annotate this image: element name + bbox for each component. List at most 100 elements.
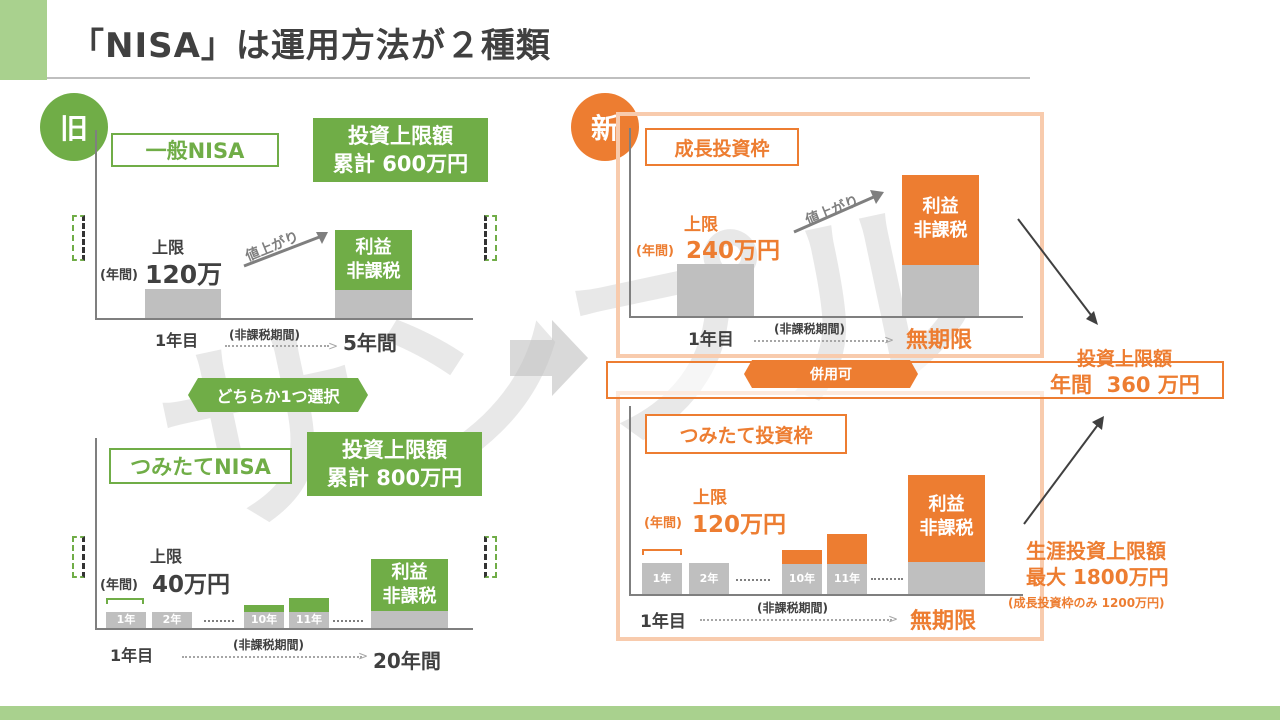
tsumitate-limit-box: 投資上限額 累計 800万円 — [307, 432, 482, 496]
tsumitate-limit-line2: 累計 800万円 — [326, 466, 463, 490]
tsumitate-new-profit-label2: 非課税 — [919, 518, 974, 539]
lifetime-limit-note: (成長投資枠のみ 1200万円) — [1008, 596, 1165, 610]
general-rise-arrow — [243, 232, 328, 268]
tsumitate-block-3: 10年 — [244, 612, 284, 628]
growth-period-arrow — [754, 340, 888, 342]
growth-cap-amount: 240万円 — [686, 238, 781, 264]
tsumitate-cap-label: 上限 — [150, 547, 183, 566]
tsumitate-new-block-3: 10年 — [782, 564, 822, 594]
growth-rise-arrow — [793, 190, 884, 234]
growth-x-axis — [629, 316, 1023, 318]
general-period-end: 5年間 — [343, 331, 397, 355]
general-limit-line1: 投資上限額 — [348, 124, 453, 148]
tsumitate-profit-label1: 利益 — [391, 562, 428, 583]
general-profit-bar: 利益 非課税 — [335, 230, 412, 290]
title-accent-bar — [0, 0, 47, 80]
page-title: 「NISA」は運用方法が２種類 — [70, 26, 551, 66]
growth-period-arrowhead: > — [884, 333, 895, 347]
tsumitate-block-4-gain — [289, 598, 329, 612]
general-cap-label: 上限 — [152, 238, 185, 257]
old-badge: 旧 — [40, 93, 108, 161]
growth-to-limit-arrow — [1017, 218, 1098, 325]
general-profit-label1: 利益 — [355, 237, 392, 258]
tsumitate-new-year-start: 1年目 — [640, 612, 686, 632]
choice-label: どちらか1つ選択 — [216, 387, 340, 406]
general-bracket-left — [72, 215, 85, 261]
growth-year-start: 1年目 — [688, 330, 734, 350]
tsumitate-x-axis — [95, 628, 473, 630]
tsumitate-new-profit-bar: 利益 非課税 — [908, 475, 985, 562]
general-nisa-label: 一般NISA — [111, 133, 279, 167]
general-period-arrowhead: > — [328, 339, 339, 353]
general-first-year-bar — [145, 289, 221, 318]
tsumitate-dots-2 — [333, 620, 363, 622]
growth-cap-label: 上限 — [684, 215, 718, 235]
tsumitate-nisa-label: つみたてNISA — [109, 448, 292, 484]
growth-profit-label2: 非課税 — [913, 220, 968, 241]
growth-total-bar — [902, 265, 979, 316]
tsumitate-period-label: (非課税期間) — [233, 638, 304, 652]
combined-label: 併用可 — [810, 367, 852, 383]
tsumitate-new-cap-prefix: (年間) — [644, 516, 682, 531]
tsumitate-new-dots-1 — [736, 579, 770, 581]
tsumitate-bracket-left — [72, 536, 85, 578]
growth-frame — [616, 112, 1044, 358]
growth-period-end: 無期限 — [906, 328, 973, 353]
tsumitate-new-block-3-gain — [782, 550, 822, 564]
tsumitate-new-period-arrowhead: > — [888, 612, 899, 626]
general-cap-prefix: (年間) — [100, 268, 138, 283]
annual-limit-line2: 年間 360 万円 — [1050, 373, 1200, 397]
tsumitate-new-cap-label: 上限 — [693, 488, 727, 508]
general-year-start: 1年目 — [155, 331, 199, 350]
tsumitate-new-block-2: 2年 — [689, 563, 729, 594]
tsumitate-new-total-bar — [908, 562, 985, 594]
annual-limit-line1: 投資上限額 — [1077, 348, 1173, 370]
lifetime-to-limit-arrow — [1023, 416, 1104, 525]
tsumitate-period-arrow — [182, 656, 362, 658]
general-profit-label2: 非課税 — [346, 261, 401, 282]
tsumitate-new-block-4: 11年 — [827, 564, 867, 594]
general-bracket-right — [484, 215, 497, 261]
growth-first-year-bar — [677, 264, 754, 316]
tsumitate-year-start: 1年目 — [110, 646, 154, 665]
tsumitate-y-axis — [95, 438, 97, 630]
general-limit-box: 投資上限額 累計 600万円 — [313, 118, 488, 182]
tsumitate-period-arrowhead: > — [358, 649, 369, 663]
tsumitate-new-x-axis — [629, 594, 1023, 596]
tsumitate-cap-amount: 40万円 — [152, 572, 231, 598]
tsumitate-new-cap-amount: 120万円 — [692, 512, 787, 538]
tsumitate-year-brace — [106, 598, 144, 604]
general-period-arrow — [225, 345, 329, 347]
tsumitate-block-4: 11年 — [289, 612, 329, 628]
tsumitate-cap-prefix: (年間) — [100, 578, 138, 593]
growth-y-axis — [629, 128, 631, 318]
choice-pill-shape — [188, 378, 368, 412]
tsumitate-profit-label2: 非課税 — [382, 586, 437, 607]
tsumitate-profit-bar: 利益 非課税 — [371, 559, 448, 611]
tsumitate-block-3-gain — [244, 605, 284, 612]
general-limit-line2: 累計 600万円 — [332, 152, 469, 176]
tsumitate-block-2: 2年 — [152, 612, 192, 628]
new-badge: 新 — [571, 93, 639, 161]
growth-period-label: (非課税期間) — [774, 322, 845, 336]
footer-band — [0, 706, 1280, 720]
tsumitate-new-period-label: (非課税期間) — [757, 601, 828, 615]
transition-arrow — [510, 320, 588, 396]
tsumitate-new-block-1: 1年 — [642, 563, 682, 594]
lifetime-limit-line2: 最大 1800万円 — [1026, 565, 1169, 589]
general-cap-amount: 120万 — [145, 260, 223, 289]
tsumitate-new-profit-label1: 利益 — [928, 494, 965, 515]
tsumitate-total-bar — [371, 611, 448, 628]
tsumitate-new-period-arrow — [700, 619, 892, 621]
tsumitate-new-year-brace — [642, 549, 682, 555]
general-period-label: (非課税期間) — [229, 328, 300, 342]
title-divider — [47, 77, 1030, 79]
tsumitate-new-dots-2 — [871, 578, 903, 580]
tsumitate-new-frame-label: つみたて投資枠 — [645, 414, 847, 454]
growth-frame-label: 成長投資枠 — [645, 128, 799, 166]
annual-limit-band — [606, 361, 1224, 399]
tsumitate-new-y-axis — [629, 406, 631, 596]
general-x-axis — [95, 318, 473, 320]
lifetime-limit-line1: 生涯投資上限額 — [1026, 539, 1166, 563]
tsumitate-new-period-end: 無期限 — [910, 609, 977, 634]
